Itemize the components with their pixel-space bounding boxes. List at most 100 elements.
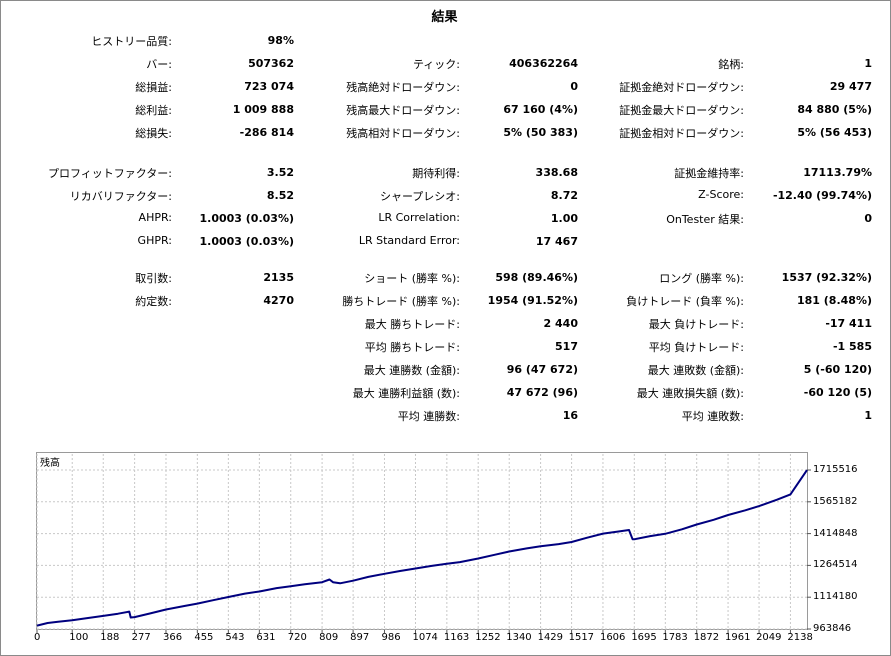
sharpe-ratio-label: シャープレシオ: [379, 190, 460, 203]
equity-dd-relative-label: 証拠金相対ドローダウン: [619, 127, 744, 140]
equity-dd-absolute-label: 証拠金絶対ドローダウン: [619, 81, 744, 94]
bars-label: バー: [146, 58, 172, 71]
gross-loss-label: 総損失: [135, 127, 172, 140]
avg-consec-losses-label: 平均 連敗数: [681, 410, 744, 423]
max-consec-loss-value: -60 120 (5) [803, 386, 872, 399]
balance-dd-absolute-label: 残高絶対ドローダウン: [346, 81, 460, 94]
max-consec-profit-label: 最大 連勝利益額 (数): [352, 387, 460, 400]
loss-trades-value: 181 (8.48%) [796, 294, 872, 307]
profit-trades-value: 1954 (91.52%) [487, 294, 578, 307]
x-tick-label: 986 [381, 632, 401, 643]
largest-loss-label: 最大 負けトレード: [648, 318, 744, 331]
report-title: 結果 [431, 10, 458, 25]
x-tick-label: 1695 [631, 632, 657, 643]
gross-profit-value: 1 009 888 [232, 103, 294, 116]
symbol-label: 銘柄: [718, 58, 744, 71]
max-consec-loss-label: 最大 連敗損失額 (数): [636, 387, 744, 400]
long-trades-value: 1537 (92.32%) [781, 271, 872, 284]
max-consec-losses-value: 5 (-60 120) [803, 363, 872, 376]
equity-dd-absolute-value: 29 477 [829, 80, 872, 93]
profit-factor-label: プロフィットファクター: [47, 167, 172, 180]
y-tick-label: 1264514 [813, 559, 858, 571]
sharpe-ratio-value: 8.72 [550, 189, 578, 202]
x-tick-label: 1074 [412, 632, 438, 643]
balance-dd-relative-label: 残高相対ドローダウン: [346, 127, 460, 140]
x-tick-label: 1252 [475, 632, 501, 643]
x-tick-label: 2049 [756, 632, 782, 643]
margin-level-label: 証拠金維持率: [674, 167, 744, 180]
ghpr-label: GHPR: [137, 234, 172, 247]
total-trades-value: 2135 [263, 271, 294, 284]
total-net-profit-value: 723 074 [244, 80, 294, 93]
ontester-label: OnTester 結果: [666, 213, 744, 226]
max-consec-profit-value: 47 672 (96) [506, 386, 578, 399]
x-tick-label: 631 [256, 632, 276, 643]
z-score-value: -12.40 (99.74%) [772, 189, 872, 202]
bars-value: 507362 [248, 57, 294, 70]
lr-correlation-value: 1.00 [550, 212, 578, 225]
gross-loss-value: -286 814 [239, 126, 294, 139]
max-consec-wins-label: 最大 連勝数 (金額): [363, 364, 460, 377]
x-tick-label: 897 [350, 632, 370, 643]
total-deals-value: 4270 [263, 294, 294, 307]
lr-std-error-value: 17 467 [535, 235, 578, 248]
x-tick-label: 0 [34, 632, 41, 643]
y-tick-label: 1715516 [813, 464, 858, 475]
average-profit-label: 平均 勝ちトレード: [364, 341, 460, 354]
average-loss-label: 平均 負けトレード: [648, 341, 744, 354]
x-tick-label: 809 [319, 632, 339, 643]
avg-consec-wins-value: 16 [562, 409, 578, 422]
average-profit-value: 517 [555, 340, 578, 353]
largest-profit-label: 最大 勝ちトレード: [364, 318, 460, 331]
recovery-factor-label: リカバリファクター: [69, 190, 172, 203]
z-score-label: Z-Score: [698, 188, 744, 201]
recovery-factor-value: 8.52 [266, 189, 294, 202]
expected-payoff-value: 338.68 [535, 166, 578, 179]
x-tick-label: 1163 [443, 632, 470, 643]
x-tick-label: 1961 [725, 632, 751, 643]
total-trades-label: 取引数: [135, 272, 172, 285]
x-tick-label: 277 [131, 632, 151, 643]
balance-dd-relative-value: 5% (50 383) [503, 126, 578, 139]
largest-profit-value: 2 440 [543, 317, 578, 330]
max-consec-losses-label: 最大 連敗数 (金額): [647, 364, 744, 377]
average-loss-value: -1 585 [832, 340, 872, 353]
history-quality-label: ヒストリー品質: [91, 35, 172, 48]
avg-consec-wins-label: 平均 連勝数: [397, 410, 460, 423]
ahpr-label: AHPR: [138, 211, 172, 224]
x-tick-label: 720 [287, 632, 307, 643]
y-tick-label: 1414848 [813, 527, 858, 539]
ticks-label: ティック: [412, 58, 460, 71]
balance-dd-maximal-value: 67 160 (4%) [503, 103, 578, 116]
long-trades-label: ロング (勝率 %): [659, 272, 744, 285]
x-tick-label: 2138 [787, 632, 813, 643]
equity-dd-relative-value: 5% (56 453) [797, 126, 872, 139]
y-tick-label: 1565182 [813, 495, 858, 507]
expected-payoff-label: 期待利得: [412, 167, 460, 180]
total-net-profit-label: 総損益: [135, 81, 172, 94]
max-consec-wins-value: 96 (47 672) [506, 363, 578, 376]
ticks-value: 406362264 [509, 57, 578, 70]
avg-consec-losses-value: 1 [864, 409, 872, 422]
short-trades-value: 598 (89.46%) [495, 271, 578, 284]
ontester-value: 0 [864, 212, 872, 225]
largest-loss-value: -17 411 [825, 317, 872, 330]
equity-dd-maximal-value: 84 880 (5%) [797, 103, 872, 116]
y-tick-label: 1114180 [813, 591, 858, 603]
equity-dd-maximal-label: 証拠金最大ドローダウン: [619, 104, 744, 117]
balance-dd-maximal-label: 残高最大ドローダウン: [346, 104, 460, 117]
short-trades-label: ショート (勝率 %): [364, 272, 460, 285]
x-tick-label: 1783 [662, 632, 688, 643]
x-tick-label: 1517 [568, 632, 595, 643]
profit-factor-value: 3.52 [266, 166, 294, 179]
x-tick-label: 543 [225, 632, 245, 643]
symbol-value: 1 [864, 57, 872, 70]
profit-trades-label: 勝ちトレード (勝率 %): [342, 295, 460, 308]
x-tick-label: 455 [194, 632, 214, 643]
x-tick-label: 1340 [506, 632, 532, 643]
gross-profit-label: 総利益: [135, 104, 172, 117]
x-tick-label: 366 [162, 632, 183, 643]
x-tick-label: 1429 [537, 632, 564, 643]
x-tick-label: 1606 [599, 632, 626, 643]
